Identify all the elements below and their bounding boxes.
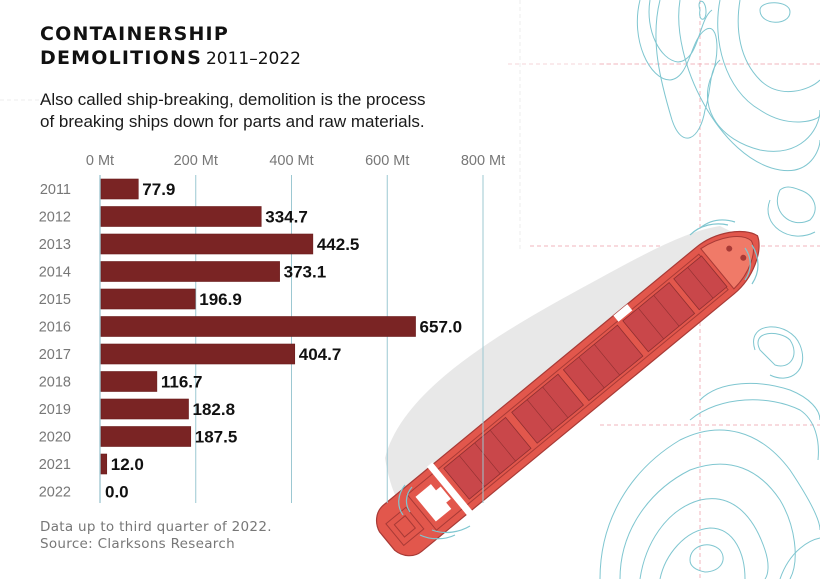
chart-footnote: Data up to third quarter of 2022. Source… — [40, 519, 272, 553]
category-label: 2017 — [39, 347, 71, 363]
bar-2019 — [100, 398, 189, 420]
bar-2021 — [100, 453, 108, 475]
bar-2018 — [100, 371, 158, 392]
category-labels: 2011 2012 2013 2014 2015 2016 2017 2018 2019 2020… — [39, 182, 71, 501]
category-label: 2022 — [39, 485, 71, 501]
bar-2011 — [100, 178, 139, 200]
bars — [100, 178, 416, 475]
value-label: 657.0 — [420, 318, 463, 337]
bar-2015 — [100, 288, 196, 310]
value-label: 187.5 — [195, 428, 238, 447]
category-label: 2019 — [39, 402, 71, 418]
x-tick-label: 600 Mt — [365, 153, 409, 169]
category-label: 2016 — [39, 320, 71, 336]
value-label: 0.0 — [105, 483, 129, 502]
bar-2020 — [100, 426, 192, 447]
bar-2012 — [100, 206, 262, 227]
x-tick-label: 400 Mt — [269, 153, 313, 169]
x-tick-label: 0 Mt — [86, 153, 114, 169]
value-label: 12.0 — [111, 455, 144, 474]
value-label: 182.8 — [193, 400, 236, 419]
bar-2017 — [100, 343, 296, 365]
bar-2014 — [100, 261, 280, 282]
footnote-data-note: Data up to third quarter of 2022. — [40, 519, 272, 535]
category-label: 2018 — [39, 375, 71, 391]
bar-2013 — [100, 233, 314, 255]
category-label: 2015 — [39, 292, 71, 308]
value-label: 442.5 — [317, 235, 360, 254]
ship-icon — [375, 230, 760, 557]
category-label: 2014 — [39, 265, 71, 281]
value-label: 196.9 — [199, 290, 242, 309]
title-line-2: DEMOLITIONS 2011–2022 — [40, 46, 301, 71]
x-axis-ticks: 0 Mt 200 Mt 400 Mt 600 Mt 800 Mt — [86, 153, 505, 169]
footnote-source: Source: Clarksons Research — [40, 536, 235, 552]
bar-2016 — [100, 316, 416, 337]
title-line-2-text: DEMOLITIONS — [40, 47, 202, 69]
category-label: 2011 — [40, 182, 71, 198]
x-tick-label: 200 Mt — [174, 153, 218, 169]
value-label: 116.7 — [161, 373, 203, 392]
category-label: 2021 — [39, 457, 71, 473]
title-year-range: 2011–2022 — [205, 49, 301, 69]
value-label: 404.7 — [299, 345, 342, 364]
value-label: 334.7 — [265, 208, 308, 227]
value-labels: 77.9 334.7 442.5 373.1 196.9 657.0 404.7 116.7 1… — [105, 180, 462, 502]
value-label: 77.9 — [142, 180, 175, 199]
title-line-1: CONTAINERSHIP — [40, 23, 229, 45]
chart-subtitle: Also called ship-breaking, demolition is… — [40, 89, 460, 133]
contour-lines — [599, 0, 820, 579]
subtitle-line-1: Also called ship-breaking, demolition is… — [40, 90, 426, 109]
value-label: 373.1 — [284, 263, 327, 282]
chart-title: CONTAINERSHIP DEMOLITIONS 2011–2022 — [40, 22, 301, 71]
subtitle-line-2: of breaking ships down for parts and raw… — [40, 112, 425, 131]
category-label: 2012 — [39, 210, 71, 226]
wake-lines — [398, 219, 759, 540]
category-label: 2013 — [39, 237, 71, 253]
gridlines — [99, 175, 484, 503]
category-label: 2020 — [39, 430, 71, 446]
x-tick-label: 800 Mt — [461, 153, 505, 169]
